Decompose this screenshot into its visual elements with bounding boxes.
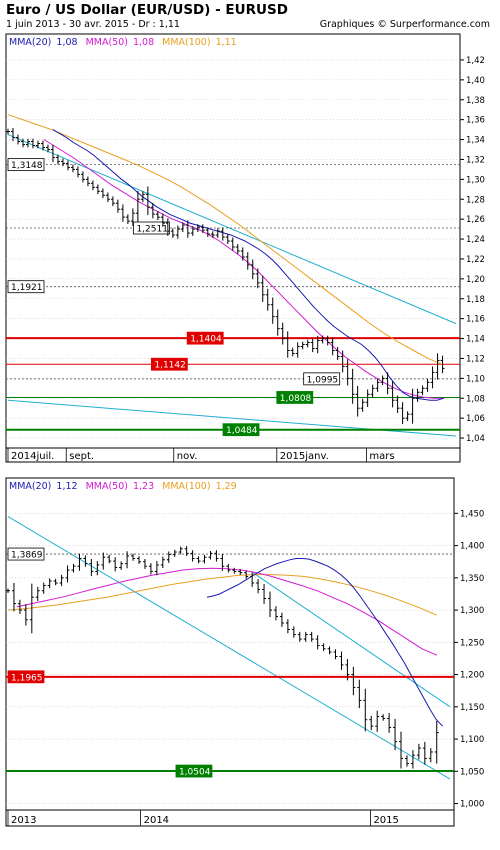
- y-tick-label: 1,26: [466, 215, 485, 225]
- y-tick-label: 1,000: [460, 800, 484, 810]
- level-label: 1,1404: [190, 335, 222, 345]
- level-label: 1,0995: [307, 375, 339, 385]
- y-tick-label: 1,250: [460, 638, 484, 648]
- y-tick-label: 1,24: [466, 235, 485, 245]
- legend-label: MMA(100): [162, 481, 210, 492]
- y-tick-label: 1,16: [466, 315, 485, 325]
- y-tick-label: 1,42: [466, 56, 485, 66]
- legend-value: 1,11: [216, 37, 237, 48]
- y-tick-label: 1,18: [466, 295, 485, 305]
- legend-value: 1,23: [133, 481, 154, 492]
- legend-value: 1,08: [133, 37, 154, 48]
- y-tick-label: 1,28: [466, 195, 485, 205]
- legend-value: 1,29: [216, 481, 237, 492]
- y-tick-label: 1,04: [466, 434, 485, 444]
- level-label-box: [276, 391, 314, 404]
- x-tick-label: 2014: [144, 815, 169, 826]
- y-tick-label: 1,450: [460, 509, 484, 519]
- chart-header: Euro / US Dollar (EUR/USD) - EURUSD 1 ju…: [0, 0, 500, 34]
- x-tick-label: sept.: [69, 451, 94, 462]
- level-label: 1,1921: [11, 283, 43, 293]
- x-tick-label: 2014juil.: [11, 451, 54, 462]
- plot-frame: [5, 477, 455, 827]
- level-label-box: [222, 423, 260, 437]
- y-tick-label: 1,10: [466, 374, 485, 384]
- level-label: 1,3869: [11, 551, 43, 561]
- level-label-box: [175, 764, 213, 778]
- y-tick-label: 1,34: [466, 136, 485, 146]
- y-tick-label: 1,36: [466, 116, 485, 126]
- legend-label: MMA(100): [162, 37, 210, 48]
- y-tick-label: 1,400: [460, 542, 484, 552]
- x-tick-label: nov.: [177, 451, 198, 462]
- level-label-box: [7, 670, 45, 684]
- mma20-line: [206, 558, 444, 727]
- level-label: 1,1965: [11, 673, 43, 683]
- x-tick-label: 2015janv.: [280, 451, 329, 462]
- chart-credit: Graphiques © Surperformance.com: [319, 19, 490, 30]
- level-label: 1,3148: [11, 161, 43, 171]
- legend-label: MMA(50): [86, 37, 128, 48]
- legend-value: 1,12: [56, 481, 77, 492]
- legend-label: MMA(50): [86, 481, 128, 492]
- mma50-line: [43, 139, 444, 399]
- mma50-line: [16, 567, 438, 656]
- y-tick-label: 1,200: [460, 671, 484, 681]
- y-tick-label: 1,40: [466, 76, 485, 86]
- level-label-box: [186, 331, 224, 345]
- trendline: [7, 516, 451, 780]
- level-label: 1,1142: [154, 361, 186, 371]
- trendline: [250, 570, 451, 708]
- legend-value: 1,08: [56, 37, 77, 48]
- level-label: 1,0504: [179, 768, 211, 778]
- level-label-box: [7, 280, 45, 294]
- y-tick-label: 1,08: [466, 394, 485, 404]
- level-label: 1,0484: [226, 426, 258, 436]
- y-tick-label: 1,12: [466, 354, 485, 364]
- x-tick-label: 2013: [11, 815, 36, 826]
- level-label-box: [7, 158, 45, 172]
- y-tick-label: 1,38: [466, 96, 485, 106]
- y-tick-label: 1,06: [466, 414, 485, 424]
- level-label-box: [133, 221, 170, 235]
- level-label-box: [7, 547, 45, 561]
- x-tick-label: 2015: [373, 815, 398, 826]
- y-tick-label: 1,22: [466, 255, 485, 265]
- trendline: [7, 134, 457, 325]
- y-tick-label: 1,32: [466, 155, 485, 165]
- y-tick-label: 1,100: [460, 735, 484, 745]
- chart-subtitle: 1 juin 2013 - 30 avr. 2015 - Dr : 1,11: [6, 19, 180, 30]
- chart-title: Euro / US Dollar (EUR/USD) - EURUSD: [6, 2, 288, 18]
- x-tick-label: mars: [369, 451, 394, 462]
- mma100-line: [7, 114, 443, 365]
- level-label: 1,0808: [280, 394, 312, 404]
- mma100-line: [7, 574, 437, 616]
- level-label: 1,2511: [136, 225, 168, 235]
- y-tick-label: 1,300: [460, 606, 484, 616]
- y-tick-label: 1,150: [460, 703, 484, 713]
- legend-label: MMA(20): [9, 481, 51, 492]
- mma20-line: [52, 129, 445, 401]
- y-tick-label: 1,30: [466, 175, 485, 185]
- level-label-box: [303, 372, 341, 386]
- y-tick-label: 1,050: [460, 767, 484, 777]
- level-label-box: [150, 357, 188, 371]
- legend-label: MMA(20): [9, 37, 51, 48]
- y-tick-label: 1,350: [460, 574, 484, 584]
- y-tick-label: 1,14: [466, 335, 485, 345]
- y-tick-label: 1,20: [466, 275, 485, 285]
